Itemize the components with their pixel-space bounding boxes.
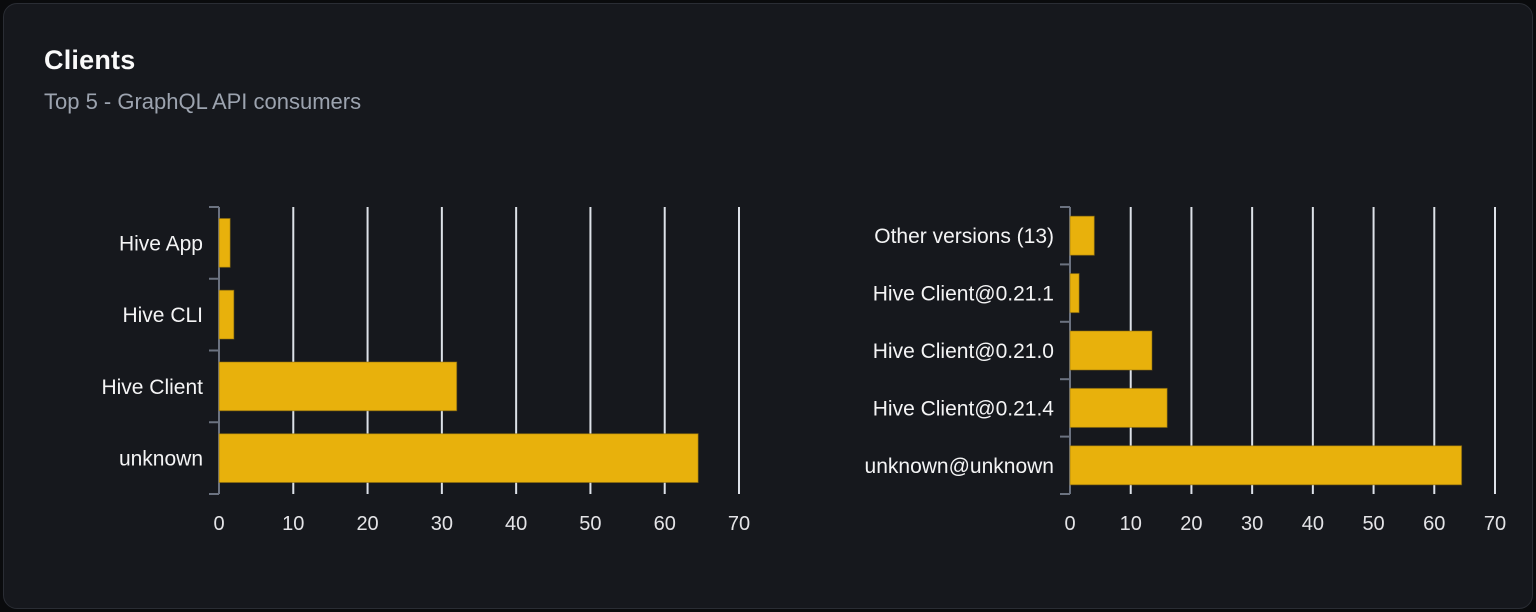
x-tick-label: 0 (1064, 513, 1075, 535)
category-label-hive-client-0-21-1: Hive Client@0.21.1 (873, 283, 1054, 306)
category-label-hive-cli: Hive CLI (122, 304, 203, 327)
x-tick-label: 70 (1484, 513, 1506, 535)
clients-by-version-svg[interactable]: 0 10 20 30 40 50 60 70 Other versions (13) Hive C… (834, 205, 1518, 539)
category-label-hive-app: Hive App (119, 233, 203, 256)
bar-hive-client-0-21-0[interactable] (1069, 330, 1153, 371)
bar-hive-client-0-21-1[interactable] (1069, 273, 1080, 314)
category-label-other-versions-13: Other versions (13) (874, 225, 1054, 248)
x-tick-label: 40 (505, 513, 527, 535)
clients-by-version-chart: 0 10 20 30 40 50 60 70 Other versions (13) Hive C… (834, 205, 1518, 539)
charts-row: 0 10 20 30 40 50 60 70 Hive App Hive CLI Hive Clie… (44, 205, 1518, 539)
x-tick-label: 10 (282, 513, 304, 535)
card-title: Clients (44, 45, 136, 75)
category-label-hive-client: Hive Client (101, 376, 203, 399)
x-tick-label: 50 (1362, 513, 1384, 535)
x-tick-label: 30 (1241, 513, 1263, 535)
bar-hive-client-0-21-4[interactable] (1069, 388, 1168, 429)
bar-other-versions-13[interactable] (1069, 215, 1095, 256)
x-tick-label: 20 (1180, 513, 1202, 535)
x-tick-label: 70 (728, 513, 750, 535)
x-tick-label: 10 (1120, 513, 1142, 535)
x-tick-label: 0 (213, 513, 224, 535)
bar-unknown[interactable] (218, 433, 699, 484)
clients-card: Clients Top 5 - GraphQL API consumers 0 1… (3, 3, 1533, 609)
card-subtitle: Top 5 - GraphQL API consumers (44, 88, 362, 114)
bar-hive-cli[interactable] (218, 289, 235, 340)
x-tick-label: 30 (431, 513, 453, 535)
clients-by-name-svg[interactable]: 0 10 20 30 40 50 60 70 Hive App Hive CLI Hive Clie… (44, 205, 759, 539)
bar-hive-client[interactable] (218, 361, 458, 412)
x-tick-label: 50 (579, 513, 601, 535)
x-tick-label: 40 (1302, 513, 1324, 535)
category-label-unknown-unknown: unknown@unknown (865, 455, 1054, 478)
category-label-hive-client-0-21-0: Hive Client@0.21.0 (873, 340, 1054, 363)
category-label-unknown: unknown (119, 448, 203, 471)
x-tick-label: 20 (356, 513, 378, 535)
category-label-hive-client-0-21-4: Hive Client@0.21.4 (873, 398, 1055, 421)
clients-by-name-chart: 0 10 20 30 40 50 60 70 Hive App Hive CLI Hive Clie… (44, 205, 759, 539)
x-tick-label: 60 (654, 513, 676, 535)
x-tick-label: 60 (1423, 513, 1445, 535)
bar-unknown-unknown[interactable] (1069, 445, 1463, 486)
bar-hive-app[interactable] (218, 218, 231, 269)
